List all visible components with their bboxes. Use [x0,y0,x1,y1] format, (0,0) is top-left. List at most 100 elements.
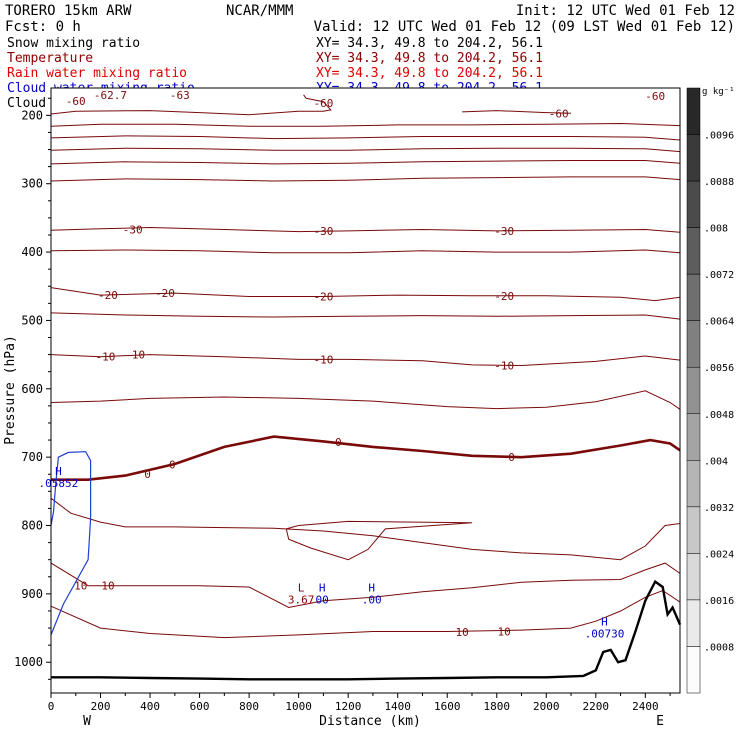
temperature-contour-line [50,354,681,367]
y-tick-label: 1000 [14,655,43,669]
forecast-hour: Fcst: 0 h [5,19,81,35]
x-tick-label: 1600 [434,700,461,713]
contour-label: -60 [313,97,333,110]
x-tick-label: 1200 [335,700,362,713]
temperature-contour-line [50,176,681,182]
west-label: W [83,714,91,729]
contour-label: -30 [123,224,143,237]
colorbar-tick-label: .0048 [704,410,734,421]
colorbar-segment [686,180,701,228]
contour-label: 10 [101,580,114,593]
temperature-contour-line [50,562,681,609]
temperature-contour-line [50,589,681,639]
temperature-contour-line [50,147,681,153]
field-name: Rain water mixing ratio [7,66,187,81]
contour-label: -20 [494,290,514,303]
extremum-letter: L [298,581,305,594]
colorbar-segment [686,87,701,135]
x-tick-label: 1000 [285,700,312,713]
contour-label: -30 [494,225,514,238]
colorbar: .0096 .0088 .008 .0072 .0064 .0056 .0048 .004 .0… [686,87,734,694]
contour-label: -10 [313,353,333,366]
colorbar-tick-label: .0008 [704,642,734,653]
colorbar-tick-label: .004 [704,456,728,467]
temperature-contour-line [50,135,681,141]
east-label: E [656,714,664,729]
contour-label: 10 [498,625,511,638]
contour-label: -30 [313,225,333,238]
field-xy-range: XY= 34.3, 49.8 to 204.2, 56.1 [316,51,543,66]
contour-label: -20 [98,289,118,302]
temperature-contour-line [50,160,681,165]
terrain-layer [51,579,682,681]
temperature-contour-line [50,122,681,127]
valid-time: Valid: 12 UTC Wed 01 Feb 12 (09 LST Wed … [314,19,735,35]
colorbar-segment [686,646,701,694]
model-title: TORERO 15km ARW [5,3,132,19]
y-tick-label: 400 [21,245,43,259]
y-tick-label: 800 [21,519,43,533]
colorbar-segment [686,460,701,508]
contour-label: -10 [494,360,514,373]
plot-area: -60 -62.7 -63 -60 -60 -60 -30 -30 -30 -20 -20 -20 -2… [39,87,682,694]
colorbar-tick-label: .0072 [704,270,734,281]
temperature-contour-line [285,520,473,561]
colorbar-segment [686,320,701,368]
colorbar-tick-label: .0032 [704,503,734,514]
colorbar-segment [686,273,701,321]
temperature-contour-line [50,249,681,254]
contour-label: -10 [125,349,145,362]
cloud-water-contour-line [50,451,92,636]
colorbar-tick-label: .0088 [704,177,734,188]
colorbar-segment [686,553,701,601]
contour-label: 0 [335,436,342,449]
x-tick-label: 400 [140,700,160,713]
x-axis-label: Distance (km) [319,714,421,729]
contour-label: -62.7 [94,89,127,102]
y-axis-label: Pressure (hPa) [3,335,18,445]
extremum-value: .00 [362,593,382,606]
y-tick-label: 900 [21,587,43,601]
y-tick-label: 500 [21,313,43,327]
colorbar-segment [686,134,701,182]
colorbar-tick-label: .0096 [704,131,734,142]
x-tick-label: 1400 [384,700,411,713]
temperature-contour-line [50,497,681,561]
x-tick-label: 2200 [583,700,610,713]
colorbar-segment [686,599,701,647]
extremum-letter: H [601,615,608,628]
contour-label: 10 [455,626,468,639]
colorbar-tick-label: .0024 [704,549,734,560]
temperature-contour-line [50,287,681,302]
x-tick-label: 600 [190,700,210,713]
contour-label: -63 [170,89,190,102]
contour-label: -60 [645,90,665,103]
x-axis: 0 200 400 600 800 1000 1200 1400 1600 1800 2000 220… [48,693,671,713]
contour-label: 0 [169,459,176,472]
plot-frame [50,87,681,694]
colorbar-unit: g kg⁻¹ [702,87,735,97]
colorbar-segment [686,413,701,461]
cloud-water-contours [50,451,92,636]
temperature-contour-line [51,435,681,481]
field-xy-range: XY= 34.3, 49.8 to 204.2, 56.1 [316,36,543,51]
temperature-contour-line [50,390,681,410]
contour-label: 0 [144,468,151,481]
contour-label: -60 [66,95,86,108]
x-tick-label: 1800 [483,700,510,713]
colorbar-segment [686,366,701,415]
x-tick-label: 800 [239,700,259,713]
colorbar-tick-label: .0016 [704,596,734,607]
center-label: NCAR/MMM [226,3,293,19]
temperature-contour-line [50,94,332,116]
terrain-line [51,579,682,681]
contour-labels: -60 -62.7 -63 -60 -60 -60 -30 -30 -30 -20 -20 -20 -2… [66,89,665,639]
temperature-contour-line [50,312,681,320]
colorbar-tick-label: .0056 [704,363,734,374]
extremum-letter: H [319,581,326,594]
field-name: Temperature [7,51,93,66]
y-tick-label: 200 [21,108,43,122]
